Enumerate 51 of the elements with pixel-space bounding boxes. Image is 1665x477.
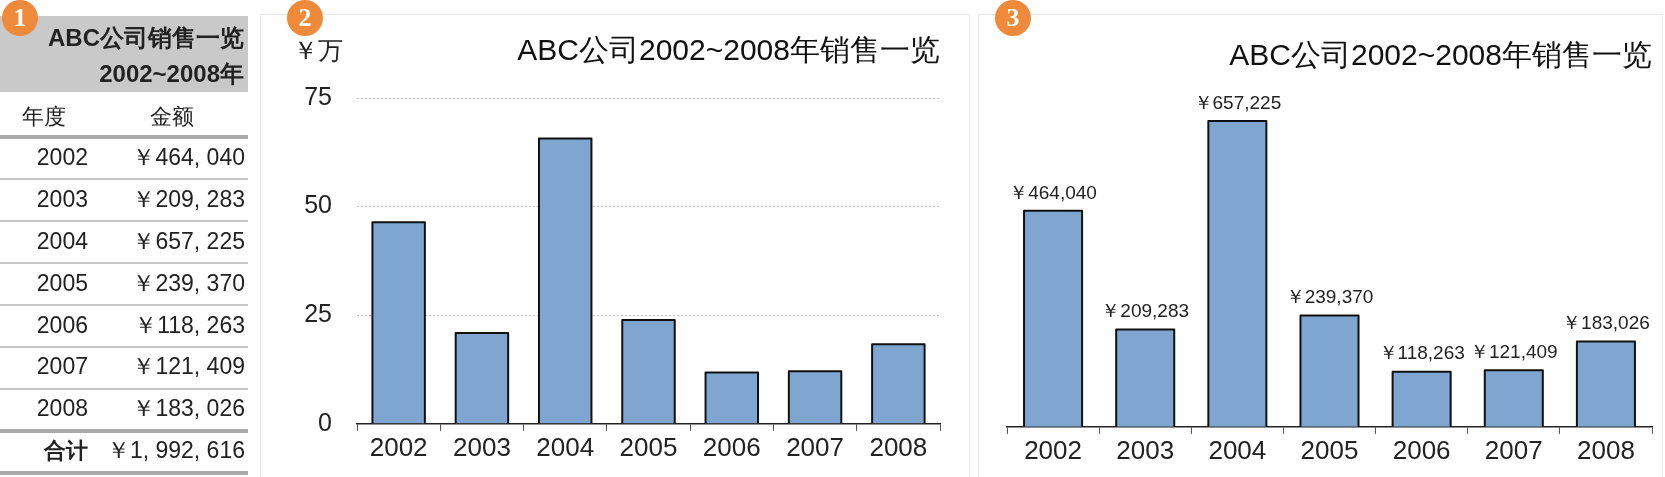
- y-tick-label: 2005: [36, 269, 88, 296]
- x-tick-label: 2002: [1024, 434, 1082, 465]
- y-tick-label: 50: [304, 190, 332, 219]
- chart-title: ABC公司2002~2008年销售一览: [517, 33, 940, 67]
- y-tick-label: 2002: [36, 143, 88, 170]
- y-tick-label: 2004: [36, 227, 89, 254]
- text: ￥464, 040: [132, 143, 245, 170]
- text: ￥1, 992, 616: [106, 437, 245, 464]
- y-tick-label: 合计: [43, 438, 88, 464]
- text: ￥118, 263: [134, 311, 245, 338]
- x-tick-label: 2006: [702, 431, 761, 462]
- x-tick-label: 2004: [1208, 434, 1267, 465]
- text: ￥657, 225: [132, 227, 245, 254]
- y-tick-label: 25: [304, 299, 332, 328]
- text: ￥209, 283: [132, 185, 245, 212]
- y-tick-label: 2003: [36, 185, 88, 212]
- x-tick-label: 金额: [149, 104, 194, 130]
- data-label: ￥118,263: [1378, 342, 1465, 364]
- y-axis-title: ￥万: [293, 35, 343, 64]
- number-badge: 1: [2, 0, 38, 36]
- text: ￥183, 026: [132, 395, 245, 422]
- y-tick-label: 0: [318, 407, 332, 436]
- chart-subtitle: 2002~2008年: [99, 59, 244, 89]
- x-tick-label: 2002: [369, 431, 428, 462]
- x-tick-label: 2007: [1484, 434, 1543, 465]
- x-tick-label: 2005: [1300, 434, 1359, 465]
- x-tick-label: 2005: [619, 431, 678, 462]
- number-badge: 3: [995, 0, 1031, 36]
- data-label: ￥657,225: [1193, 91, 1282, 113]
- chart-title: ABC公司2002~2008年销售一览: [1229, 38, 1652, 72]
- text: ￥239, 370: [132, 269, 245, 296]
- x-tick-label: 2007: [786, 431, 844, 462]
- number-badge: 2: [287, 0, 323, 36]
- x-tick-label: 2003: [453, 431, 511, 462]
- x-tick-label: 2008: [869, 431, 928, 462]
- x-tick-label: 2003: [1116, 434, 1175, 465]
- data-label: ￥183,026: [1562, 312, 1650, 334]
- y-tick-label: 75: [304, 81, 332, 110]
- data-label: ￥464,040: [1009, 181, 1097, 203]
- data-label: ￥239,370: [1285, 286, 1374, 308]
- y-tick-label: 2006: [36, 311, 88, 338]
- data-label: ￥209,283: [1101, 300, 1190, 322]
- y-tick-label: 2008: [36, 395, 88, 422]
- x-tick-label: 2008: [1577, 434, 1635, 465]
- x-tick-label: 2006: [1392, 434, 1451, 465]
- y-axis-title: 年度: [22, 104, 66, 130]
- y-tick-label: 2007: [36, 353, 88, 380]
- chart-title: ABC公司销售一览: [48, 23, 244, 53]
- text: ￥121, 409: [132, 353, 245, 380]
- data-label: ￥121,409: [1469, 341, 1558, 363]
- x-tick-label: 2004: [536, 431, 595, 462]
